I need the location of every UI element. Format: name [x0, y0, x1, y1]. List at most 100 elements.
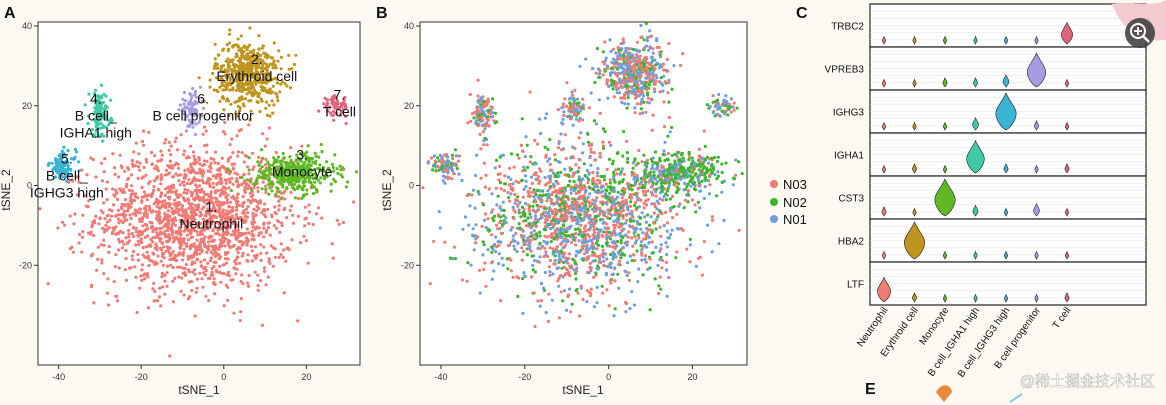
- cell-point: [296, 214, 301, 218]
- cell-point: [236, 228, 240, 232]
- cell-point: [256, 100, 260, 104]
- cell-point: [551, 191, 555, 195]
- cell-point: [546, 255, 550, 259]
- cell-point: [158, 286, 162, 290]
- cell-point: [526, 189, 530, 193]
- cell-point: [234, 262, 238, 266]
- cell-point: [655, 199, 659, 203]
- cell-point: [515, 199, 520, 203]
- cell-point: [261, 63, 265, 67]
- cell-point: [655, 207, 659, 211]
- cell-point: [236, 185, 240, 189]
- cell-point: [212, 66, 216, 71]
- cell-point: [605, 167, 609, 171]
- cell-point: [182, 229, 186, 233]
- cell-point: [178, 183, 182, 187]
- cell-point: [268, 62, 272, 66]
- cell-point: [257, 174, 261, 178]
- cell-point: [609, 233, 614, 237]
- cell-point: [611, 87, 615, 91]
- cell-point: [166, 264, 170, 268]
- cell-point: [479, 176, 483, 180]
- cell-point: [632, 219, 636, 223]
- cell-point: [211, 181, 215, 185]
- cell-point: [674, 256, 678, 260]
- cell-point: [307, 210, 312, 214]
- cell-point: [262, 222, 266, 226]
- cell-point: [620, 180, 624, 184]
- cell-point: [591, 170, 595, 175]
- cell-point: [587, 271, 591, 275]
- cell-point: [605, 189, 609, 193]
- cell-point: [287, 248, 291, 252]
- cell-point: [617, 181, 621, 185]
- cell-point: [126, 209, 130, 213]
- cell-point: [509, 187, 513, 191]
- cell-point: [543, 270, 547, 275]
- cell-point: [195, 191, 199, 195]
- cell-point: [226, 57, 230, 61]
- cell-point: [247, 123, 251, 127]
- cell-point: [210, 244, 214, 248]
- cell-point: [170, 226, 174, 230]
- cell-point: [574, 243, 578, 247]
- cell-point: [137, 165, 141, 169]
- cell-point: [260, 148, 264, 152]
- cell-point: [118, 153, 122, 157]
- cell-point: [240, 254, 244, 258]
- cell-point: [633, 227, 637, 231]
- cell-point: [603, 69, 607, 73]
- cell-point: [589, 163, 593, 167]
- cell-point: [193, 203, 197, 207]
- cell-point: [316, 206, 321, 210]
- cell-point: [235, 99, 239, 103]
- cell-point: [530, 254, 534, 258]
- panel-a-label: A: [4, 5, 16, 22]
- cell-point: [438, 226, 442, 230]
- cell-point: [734, 158, 738, 162]
- cell-point: [642, 193, 646, 197]
- cell-point: [561, 255, 565, 259]
- cell-point: [641, 231, 645, 235]
- cell-point: [532, 259, 537, 263]
- cell-point: [559, 242, 563, 246]
- cell-point: [565, 217, 569, 221]
- cell-point: [166, 228, 170, 232]
- cell-point: [620, 224, 624, 228]
- cell-point: [169, 144, 173, 148]
- cell-point: [617, 252, 622, 256]
- cell-point: [647, 235, 652, 240]
- cell-point: [198, 85, 203, 89]
- cell-point: [211, 239, 215, 244]
- cell-point: [535, 209, 539, 213]
- cell-point: [170, 184, 174, 188]
- cell-point: [531, 208, 535, 212]
- cell-point: [204, 214, 208, 218]
- cell-point: [121, 231, 125, 235]
- cell-point: [171, 219, 175, 223]
- cell-point: [574, 191, 578, 195]
- cell-point: [245, 154, 249, 158]
- cell-point: [190, 288, 194, 293]
- cell-point: [211, 174, 215, 178]
- cell-point: [100, 258, 104, 262]
- cell-point: [139, 239, 143, 243]
- cell-point: [287, 67, 291, 71]
- cell-point: [253, 270, 257, 274]
- cell-point: [688, 260, 692, 264]
- cell-point: [482, 267, 486, 272]
- cell-point: [247, 56, 251, 60]
- cell-point: [591, 250, 595, 254]
- cell-point: [255, 225, 259, 229]
- cell-point: [556, 160, 561, 164]
- cell-point: [148, 259, 152, 263]
- cell-point: [577, 239, 581, 243]
- cell-point: [170, 230, 174, 234]
- cell-point: [239, 34, 243, 38]
- cell-point: [197, 156, 201, 160]
- cell-point: [131, 198, 135, 202]
- cell-point: [585, 168, 590, 173]
- cell-point: [235, 180, 239, 184]
- cell-point: [585, 300, 589, 304]
- cell-point: [124, 213, 128, 217]
